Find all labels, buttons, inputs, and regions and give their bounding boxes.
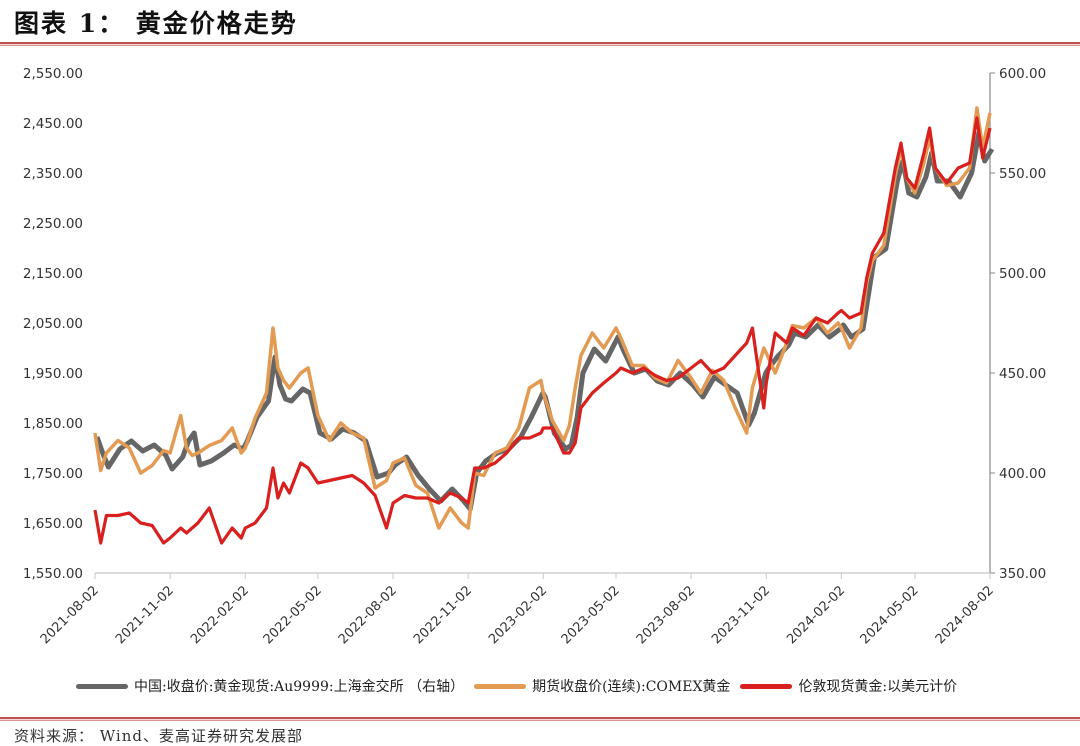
chart-legend: 中国:收盘价:黄金现货:Au9999:上海金交所 （右轴） 期货收盘价(连续):… (76, 676, 967, 696)
x-tick-label: 2023-05-02 (559, 583, 623, 647)
legend-swatch-gray (76, 683, 128, 689)
legend-label: 中国:收盘价:黄金现货:Au9999:上海金交所 （右轴） (134, 679, 465, 695)
right-tick-label: 400.00 (999, 466, 1046, 482)
footer-rule (0, 717, 1080, 721)
gold-price-chart: 1,550.00 1,650.00 1,750.00 1,850.00 1,950.00… (23, 66, 1046, 647)
series-line (93, 106, 992, 530)
right-tick-label: 450.00 (999, 366, 1046, 382)
plot-lines (93, 106, 995, 545)
header-rule (0, 42, 1080, 46)
legend-swatch-orange (474, 683, 527, 689)
left-tick-label: 2,050.00 (23, 316, 83, 332)
left-tick-label: 2,550.00 (23, 66, 83, 82)
x-tick-label: 2022-05-02 (261, 583, 325, 647)
x-tick-label: 2024-05-02 (858, 583, 922, 647)
right-tick-label: 500.00 (999, 266, 1046, 282)
x-tick-label: 2021-08-02 (38, 583, 102, 647)
legend-label: 伦敦现货黄金:以美元计价 (798, 679, 958, 695)
series-line (93, 116, 992, 545)
x-tick-label: 2023-08-02 (634, 583, 698, 647)
x-tick-label: 2023-02-02 (486, 583, 550, 647)
right-tick-label: 550.00 (999, 166, 1046, 182)
x-tick-label: 2024-02-02 (784, 583, 848, 647)
left-y-axis: 1,550.00 1,650.00 1,750.00 1,850.00 1,950.00… (23, 66, 83, 582)
left-tick-label: 1,950.00 (23, 366, 83, 382)
x-axis: 2021-08-02 2021-11-02 2022-02-02 2022-05-02… (38, 572, 997, 647)
left-tick-label: 2,250.00 (23, 216, 83, 232)
legend-swatch-red (740, 683, 793, 689)
right-tick-label: 600.00 (999, 66, 1046, 82)
left-tick-label: 1,650.00 (23, 516, 83, 532)
x-tick-label: 2021-11-02 (113, 583, 177, 647)
x-tick-label: 2022-11-02 (411, 583, 475, 647)
x-tick-label: 2023-11-02 (709, 583, 773, 647)
x-tick-label: 2022-02-02 (188, 583, 252, 647)
x-tick-label: 2022-08-02 (336, 583, 400, 647)
legend-item-sge: 中国:收盘价:黄金现货:Au9999:上海金交所 （右轴） (76, 676, 464, 696)
right-tick-label: 350.00 (999, 566, 1046, 582)
legend-label: 期货收盘价(连续):COMEX黄金 (532, 679, 731, 695)
source-note: 资料来源： Wind、麦高证券研究发展部 (14, 727, 303, 745)
left-tick-label: 1,850.00 (23, 416, 83, 432)
x-tick-label: 2024-08-02 (933, 583, 997, 647)
left-tick-label: 2,150.00 (23, 266, 83, 282)
right-y-axis: 350.00 400.00 450.00 500.00 550.00 600.00 (989, 66, 1046, 582)
legend-item-comex: 期货收盘价(连续):COMEX黄金 (474, 676, 730, 696)
page-title: 图表 1： 黄金价格走势 (14, 9, 298, 38)
left-tick-label: 1,550.00 (23, 566, 83, 582)
left-tick-label: 1,750.00 (23, 466, 83, 482)
left-tick-label: 2,450.00 (23, 116, 83, 132)
left-tick-label: 2,350.00 (23, 166, 83, 182)
legend-item-london: 伦敦现货黄金:以美元计价 (740, 676, 957, 696)
series-line (94, 130, 995, 512)
